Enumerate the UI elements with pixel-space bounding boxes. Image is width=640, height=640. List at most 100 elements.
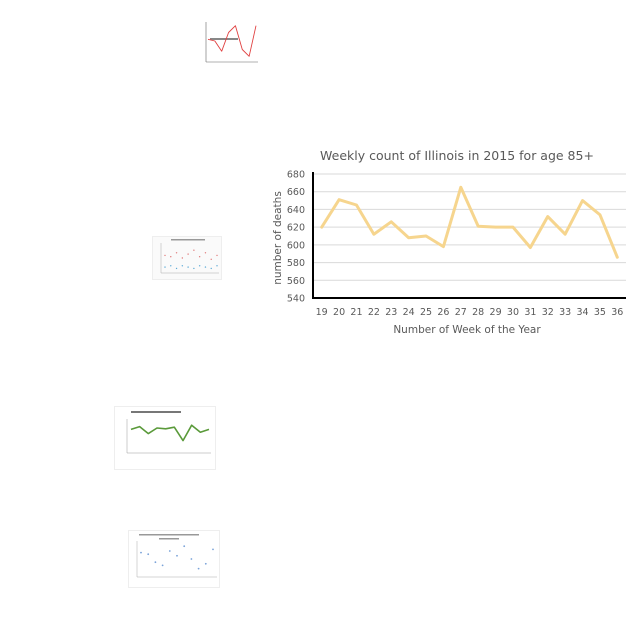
- thumbnail-point: [187, 253, 189, 255]
- y-tick-label: 540: [287, 294, 305, 305]
- thumbnail-series-line: [207, 25, 257, 57]
- thumbnail-point: [164, 254, 166, 257]
- thumbnail-point: [187, 266, 189, 268]
- y-tick-label: 600: [287, 240, 305, 251]
- thumbnail-point: [197, 567, 200, 570]
- series-line: [320, 185, 619, 259]
- thumbnail-point: [204, 266, 207, 268]
- x-tick-label: 25: [420, 307, 432, 318]
- x-tick-label: 32: [542, 307, 554, 318]
- y-tick-labels: 540 560 580 600 620 640 660 680: [287, 170, 305, 305]
- thumbnail-point: [140, 551, 142, 554]
- x-tick-label: 30: [507, 307, 519, 318]
- data-point: [424, 234, 428, 238]
- x-tick-label: 28: [472, 307, 484, 318]
- data-point: [407, 236, 410, 239]
- thumbnail-point: [190, 558, 193, 560]
- data-point: [442, 245, 445, 248]
- y-tick-label: 640: [287, 205, 305, 216]
- data-point: [459, 186, 463, 189]
- x-tick-label: 34: [576, 307, 588, 318]
- data-point: [337, 198, 341, 201]
- y-axis-label: number of deaths: [272, 191, 284, 285]
- thumbnail-point: [175, 267, 178, 270]
- data-point: [546, 215, 549, 218]
- data-point: [476, 225, 480, 228]
- thumbnail-point: [175, 252, 178, 254]
- data-point: [372, 233, 376, 236]
- x-tick-label: 33: [559, 307, 571, 318]
- data-point: [355, 203, 358, 207]
- x-tick-label: 29: [490, 307, 502, 318]
- thumbnail-point: [176, 554, 178, 557]
- thumbnail-point: [147, 553, 150, 556]
- data-point: [390, 220, 393, 224]
- y-tick-label: 580: [287, 258, 305, 269]
- thumbnail-point: [216, 254, 218, 257]
- thumbnail-point: [193, 267, 195, 270]
- main-line-chart: Weekly count of Illinois in 2015 for age…: [262, 140, 634, 340]
- thumbnail-point: [198, 265, 201, 267]
- x-tick-label: 22: [368, 307, 380, 318]
- data-point: [511, 225, 515, 229]
- thumbnail-point: [204, 252, 207, 254]
- thumbnail-point: [210, 267, 212, 270]
- thumbnail-series-line: [130, 424, 210, 442]
- thumbnail-point: [216, 265, 218, 267]
- thumbnail-point: [181, 265, 184, 267]
- y-tick-label: 660: [287, 187, 305, 198]
- thumbnail-point: [164, 266, 166, 268]
- x-tick-label: 27: [455, 307, 467, 318]
- series-layer: [320, 185, 619, 259]
- x-tick-label: 19: [316, 307, 328, 318]
- y-tick-label: 680: [287, 170, 305, 181]
- thumbnail-point: [168, 550, 171, 552]
- thumbnail-3-title-glyph: [131, 411, 181, 413]
- thumbnail-point: [210, 258, 212, 260]
- x-tick-label: 31: [524, 307, 536, 318]
- data-point: [598, 213, 602, 216]
- thumbnail-point: [161, 564, 164, 567]
- x-tick-label: 35: [594, 307, 606, 318]
- data-point: [529, 246, 532, 249]
- y-tick-label: 560: [287, 276, 305, 287]
- data-point: [320, 225, 323, 229]
- data-point: [563, 233, 567, 236]
- y-tick-label: 620: [287, 223, 305, 234]
- thumbnail-4-title-glyph: [139, 534, 199, 536]
- main-chart-svg: Weekly count of Illinois in 2015 for age…: [272, 148, 626, 336]
- x-tick-label: 26: [437, 307, 449, 318]
- thumbnail-point: [170, 256, 172, 258]
- thumbnail-chart-2: [152, 236, 222, 280]
- thumbnail-1-title-glyph: [210, 38, 238, 40]
- thumbnail-point: [154, 561, 157, 564]
- thumbnail-chart-4: [128, 530, 220, 588]
- gridlines: [313, 173, 626, 281]
- thumbnail-chart-2-plot: [153, 237, 221, 279]
- thumbnail-point: [212, 548, 214, 551]
- thumbnail-chart-4-plot: [129, 531, 219, 587]
- x-tick-label: 36: [611, 307, 623, 318]
- data-point: [616, 256, 619, 259]
- thumbnail-4-subtitle-glyph: [159, 538, 179, 540]
- x-tick-label: 20: [333, 307, 345, 318]
- x-tick-labels: 19 20 21 22 23 24 25 26 27 28 29 30 31 32 33 34 35 36: [316, 307, 624, 318]
- x-axis-label: Number of Week of the Year: [393, 324, 541, 336]
- thumbnail-point: [183, 545, 186, 548]
- thumbnail-chart-1-plot: [190, 16, 262, 70]
- x-tick-label: 21: [350, 307, 362, 318]
- thumbnail-point: [170, 265, 172, 267]
- x-tick-label: 24: [403, 307, 415, 318]
- thumbnail-point: [193, 249, 195, 251]
- thumbnail-chart-1: [190, 16, 262, 70]
- thumbnail-chart-3: [114, 406, 216, 470]
- chart-title: Weekly count of Illinois in 2015 for age…: [320, 148, 594, 163]
- x-tick-label: 23: [385, 307, 397, 318]
- thumbnail-point: [204, 562, 207, 565]
- thumbnail-chart-3-plot: [115, 407, 215, 469]
- data-point: [494, 225, 497, 229]
- thumbnail-point: [181, 257, 184, 259]
- thumbnail-point: [198, 256, 201, 258]
- thumbnail-2-title-glyph: [171, 239, 205, 241]
- data-point: [581, 199, 584, 202]
